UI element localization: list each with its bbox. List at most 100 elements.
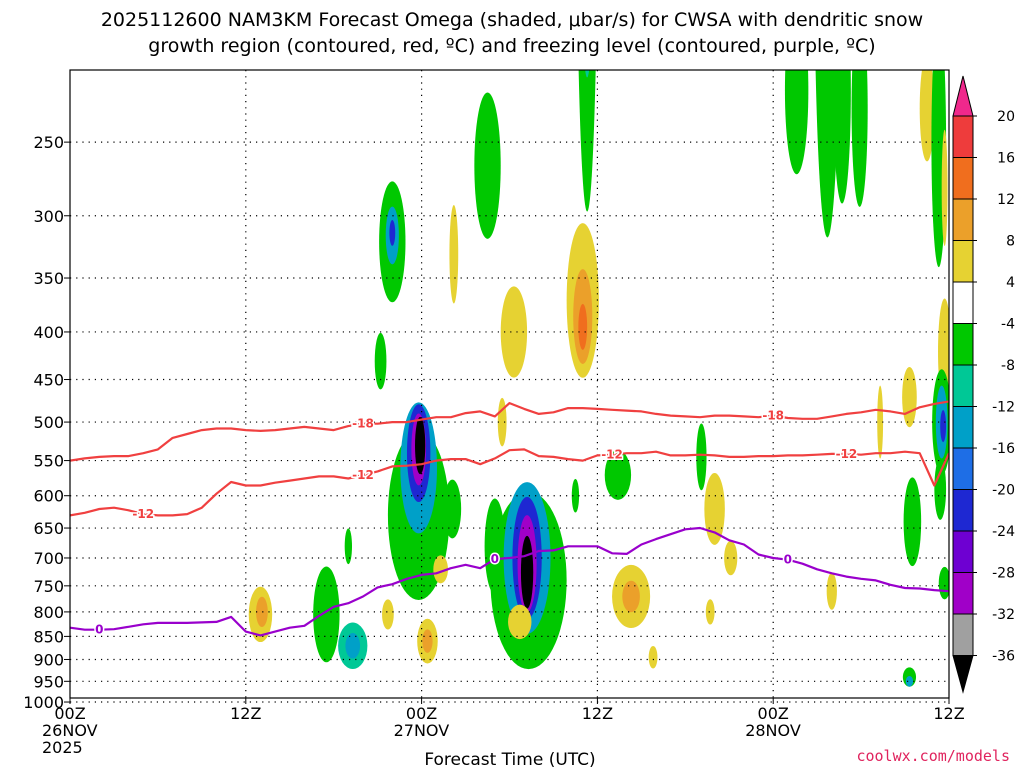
- omega-cell-50: [903, 477, 922, 567]
- contour-layer: -12 -12 -12 -12 -18 -18 0 0 0: [70, 400, 949, 638]
- omega-cell-64: [557, 558, 564, 576]
- colorbar-label-8: -16: [992, 441, 1015, 457]
- omega-cell-17: [443, 479, 462, 539]
- omega-cell-8: [389, 219, 396, 246]
- omega-cell-4: [345, 633, 361, 659]
- isotherm-minus12-label-3: -12: [836, 447, 858, 461]
- colorbar-bottom-arrow: [952, 655, 974, 694]
- omega-cell-57: [940, 410, 947, 443]
- omega-cell-21: [500, 286, 528, 378]
- y-axis: 250 300 350 400 450 500 550 600 650 700 750 800 850 9…: [23, 133, 70, 712]
- colorbar-label-3: 8: [1006, 234, 1015, 250]
- omega-cell-37: [622, 580, 640, 613]
- grid-layer: [70, 70, 949, 703]
- omega-cell-9: [374, 332, 387, 390]
- colorbar-label-2: 12: [997, 192, 1015, 208]
- y-tick-label-750: 750: [33, 577, 64, 596]
- colorbar-box-5: [952, 323, 974, 366]
- omega-shading-layer: [248, 70, 949, 687]
- omega-cell-20: [474, 92, 501, 239]
- colorbar-label-10: -24: [992, 524, 1015, 540]
- y-tick-label-450: 450: [33, 371, 64, 390]
- x-tick-label-12-0: 12Z: [230, 704, 261, 723]
- colorbar-label-12: -32: [992, 607, 1015, 623]
- chart-title-line-2: growth region (contoured, red, ºC) and f…: [148, 35, 875, 57]
- isotherm-minus12-line: [70, 448, 949, 517]
- omega-cell-63: [571, 478, 580, 513]
- x-tick-label-24-0: 00Z: [406, 704, 437, 723]
- y-tick-label-700: 700: [33, 549, 64, 568]
- colorbar-label-7: -12: [992, 400, 1015, 416]
- x-tick-label-0-0: 00Z: [54, 704, 85, 723]
- omega-cell-2: [313, 566, 340, 663]
- omega-cell-19: [433, 555, 448, 584]
- x-axis-label: Forecast Time (UTC): [424, 750, 595, 768]
- omega-cell-39: [704, 473, 725, 545]
- colorbar-box-8: [952, 447, 974, 490]
- x-tick-label-60-0: 12Z: [933, 704, 964, 723]
- freezing-level-label-1: 0: [491, 552, 499, 566]
- y-tick-label-1000: 1000: [23, 693, 64, 712]
- omega-cell-16: [422, 629, 433, 653]
- omega-cell-28: [520, 535, 534, 609]
- omega-cell-32: [578, 303, 588, 350]
- omega-cell-1: [256, 596, 268, 628]
- isotherm-minus12-label-2: -12: [601, 448, 623, 462]
- omega-cell-62: [344, 528, 353, 565]
- freezing-level-label-2: 0: [784, 553, 792, 567]
- colorbar-label-9: -20: [992, 483, 1015, 499]
- omega-cell-45: [833, 70, 851, 204]
- y-tick-label-350: 350: [33, 269, 64, 288]
- isotherm-minus18-label-0: -18: [352, 417, 374, 431]
- colorbar-label-6: -8: [1001, 358, 1015, 374]
- omega-cell-41: [696, 423, 707, 491]
- colorbar-label-11: -28: [992, 566, 1015, 582]
- y-tick-label-600: 600: [33, 487, 64, 506]
- colorbar-box-3: [952, 240, 974, 283]
- colorbar-box-6: [952, 364, 974, 407]
- x-tick-label-24-1: 27NOV: [394, 721, 450, 740]
- omega-cell-42: [705, 599, 715, 625]
- omega-cell-33: [578, 70, 596, 212]
- y-tick-label-900: 900: [33, 650, 64, 669]
- freezing-level-label-0: 0: [95, 623, 103, 637]
- colorbar-box-4: [952, 281, 974, 324]
- isotherm-minus18-label-1: -18: [762, 409, 784, 423]
- omega-cell-53: [941, 129, 948, 246]
- y-tick-label-400: 400: [33, 323, 64, 342]
- omega-cell-48: [902, 366, 917, 428]
- colorbar-label-13: -36: [992, 649, 1015, 665]
- colorbar-box-7: [952, 406, 974, 449]
- colorbar-label-4: 4: [1006, 275, 1015, 291]
- omega-cell-23: [497, 397, 507, 447]
- y-tick-label-300: 300: [33, 207, 64, 226]
- omega-cell-46: [826, 572, 837, 610]
- colorbar-box-11: [952, 572, 974, 615]
- omega-cell-47: [851, 70, 868, 207]
- isotherm-minus12-label-0: -12: [132, 507, 154, 521]
- terrain-fill: [70, 698, 949, 709]
- freezing-level-line: [70, 526, 949, 637]
- colorbar: 20 16 12 8 4 -4 -8 -12 -16 -20 -24 -28 -32 -36: [952, 75, 1015, 694]
- plot-frame: [69, 69, 950, 699]
- terrain-layer: [70, 698, 949, 709]
- x-tick-label-48-0: 00Z: [758, 704, 789, 723]
- omega-cell-35: [604, 450, 632, 500]
- y-tick-label-850: 850: [33, 627, 64, 646]
- isotherm-minus18-line: [70, 400, 949, 462]
- omega-cell-44: [784, 70, 809, 175]
- omega-cell-40: [724, 540, 738, 576]
- omega-cell-5: [382, 599, 394, 630]
- y-tick-label-950: 950: [33, 672, 64, 691]
- credit-text: coolwx.com/models: [856, 747, 1010, 765]
- omega-cell-58: [934, 458, 947, 520]
- x-tick-label-36-0: 12Z: [582, 704, 613, 723]
- x-tick-label-48-1: 28NOV: [745, 721, 801, 740]
- omega-cell-18: [449, 205, 459, 304]
- omega-cell-43: [815, 70, 840, 238]
- omega-cell-29: [508, 604, 532, 640]
- omega-cell-14: [415, 416, 426, 475]
- colorbar-label-0: 20: [997, 109, 1015, 125]
- isotherm-minus12-label-1: -12: [352, 468, 374, 482]
